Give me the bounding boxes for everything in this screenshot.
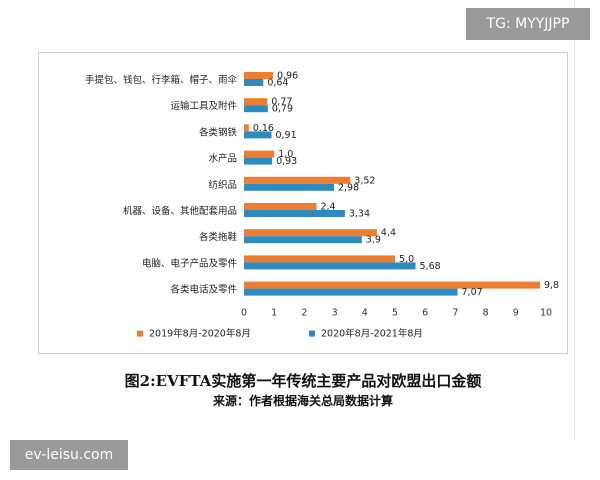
x-tick-label: 6 [422,308,428,319]
data-label: 5,0 [399,254,414,265]
data-label: 0,79 [272,104,293,115]
y-tick-label: 纺织品 [208,179,237,191]
bar [244,229,377,237]
legend-label: 2020年8月-2021年8月 [321,328,423,340]
x-tick-label: 2 [301,308,307,319]
x-tick-label: 9 [513,308,519,319]
data-label: 0,77 [271,97,292,108]
bar [244,183,334,191]
data-label: 5,68 [420,261,441,272]
data-label: 0,64 [267,78,288,89]
y-tick-label: 电脑、电子产品及零件 [142,257,238,269]
x-tick-label: 4 [362,308,368,319]
data-label: 3,34 [349,209,370,220]
data-label: 0,93 [276,156,297,167]
right-divider-line [574,0,575,440]
legend-swatch [137,330,143,337]
bar [244,79,264,86]
x-tick-label: 1 [271,308,277,319]
data-label: 3,52 [354,175,375,186]
bar [244,124,249,132]
data-label: 0,91 [275,130,296,141]
bar [244,210,345,217]
bar [244,255,395,263]
data-label: 1,0 [278,149,293,160]
y-tick-label: 运输工具及附件 [170,100,237,112]
data-label: 0,16 [253,123,274,134]
bar [244,131,272,139]
x-tick-label: 0 [241,308,247,319]
x-tick-label: 5 [392,308,398,319]
y-tick-label: 机器、设备、其他配套用品 [123,205,237,217]
bar [244,281,540,289]
site-tag: ev-leisu.com [10,440,128,470]
data-label: 0,96 [277,71,298,82]
y-tick-label: 各类钢铁 [199,126,238,138]
y-tick-label: 水产品 [208,153,237,165]
data-label: 4,4 [381,228,396,239]
bar [244,150,275,158]
data-label: 7,07 [462,287,483,298]
data-label: 3,9 [366,235,381,246]
bar-chart: 手提包、钱包、行李箱、帽子、雨伞 0,960,64 运输工具及附件 0,770,79 各… [85,71,559,340]
bar [244,157,273,165]
figure-caption-source: 来源：作者根据海关总局数据计算 [212,394,393,408]
y-tick-label: 手提包、钱包、行李箱、帽子、雨伞 [85,74,238,86]
x-tick-label: 7 [452,308,458,319]
legend-label: 2019年8月-2020年8月 [149,328,251,340]
bar [244,203,317,210]
y-tick-label: 各类电话及零件 [170,284,237,296]
x-tick-label: 8 [483,308,489,319]
x-tick-label: 10 [540,308,552,319]
data-label: 9,8 [544,280,559,291]
legend-swatch [309,330,315,337]
bar [244,262,416,270]
bar [244,98,268,106]
bar [244,105,268,113]
bar [244,72,273,79]
tg-tag: TG: MYYJJPP [466,8,590,40]
x-tick-label: 3 [332,308,338,319]
bar [244,288,458,296]
chart-frame: 手提包、钱包、行李箱、帽子、雨伞 0,96 0,64 运输工具及附件 0,77 0,79 各… [38,52,568,354]
data-label: 2,4 [320,202,335,213]
data-label: 2,98 [338,182,359,193]
bar [244,176,351,184]
y-tick-label: 各类拖鞋 [199,231,238,243]
figure-caption-title: 图2:EVFTA实施第一年传统主要产品对欧盟出口金额 [124,372,482,390]
bar [244,236,362,244]
